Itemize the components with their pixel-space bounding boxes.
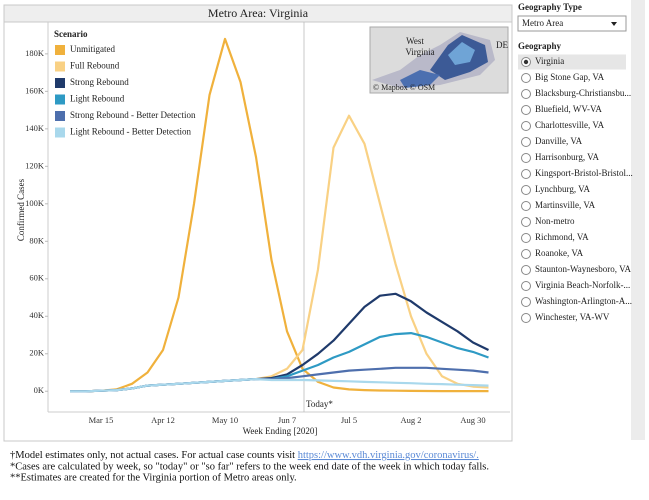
series-line [70,378,489,393]
radio-button[interactable] [521,185,531,195]
legend-label: Light Rebound - Better Detection [70,127,191,137]
radio-label[interactable]: Virginia [535,56,564,66]
radio-label[interactable]: Blacksburg-Christiansbu... [535,88,631,98]
radio-button[interactable] [521,233,531,243]
radio-label[interactable]: Washington-Arlington-A... [535,296,632,306]
legend-label: Light Rebound [70,94,125,104]
radio-button[interactable] [521,169,531,179]
radio-label[interactable]: Danville, VA [535,136,583,146]
x-tick-label: Mar 15 [89,415,114,425]
radio-label[interactable]: Staunton-Waynesboro, VA [535,264,631,274]
y-tick-label: 60K [29,273,45,283]
map-label: Virginia [405,47,434,57]
legend-label: Full Rebound [70,61,120,71]
radio-label[interactable]: Bluefield, WV-VA [535,104,602,114]
legend-label: Strong Rebound - Better Detection [70,110,196,120]
x-tick-label: Jun 7 [278,415,296,425]
radio-button[interactable] [521,217,531,227]
y-tick-label: 100K [25,198,45,208]
map-attribution: © Mapbox © OSM [373,83,435,92]
x-axis-label: Week Ending [2020] [243,426,318,436]
radio-label[interactable]: Martinsville, VA [535,200,596,210]
map-label: DE [496,40,508,50]
radio-label[interactable]: Richmond, VA [535,232,589,242]
y-tick-label: 160K [25,85,45,95]
radio-label[interactable]: Winchester, VA-WV [535,312,610,322]
chart-title: Metro Area: Virginia [208,6,309,20]
dropdown-value: Metro Area [522,18,563,28]
footnote-link[interactable]: https://www.vdh.virginia.gov/coronavirus… [298,450,479,461]
radio-label[interactable]: Roanoke, VA [535,248,584,258]
map-label: West [406,36,424,46]
radio-button[interactable] [521,105,531,115]
radio-button[interactable] [521,89,531,99]
legend-swatch [55,45,65,55]
map-inset: West Virginia DE © Mapbox © OSM [369,26,509,94]
radio-button[interactable] [521,201,531,211]
radio-button[interactable] [521,313,531,323]
dropdown[interactable] [517,15,627,32]
legend-title: Scenario [54,29,88,39]
x-tick-label: Aug 2 [400,415,421,425]
radio-button[interactable] [521,137,531,147]
radio-button[interactable] [521,281,531,291]
map-region [400,70,440,88]
y-tick-label: 120K [25,160,45,170]
radio-button[interactable] [521,73,531,83]
y-tick-label: 80K [29,235,45,245]
radio-button[interactable] [521,249,531,259]
selected-row [518,54,626,70]
y-tick-label: 0K [34,385,45,395]
legend-swatch [55,94,65,105]
filter-heading: Geography Type [518,2,582,12]
radio-button[interactable] [521,265,531,275]
radio-button[interactable] [521,121,531,131]
legend-label: Strong Rebound [70,77,129,87]
x-tick-label: Jul 5 [341,415,357,425]
radio-label[interactable]: Charlottesville, VA [535,120,605,130]
radio-label[interactable]: Harrisonburg, VA [535,152,600,162]
x-tick-label: Apr 12 [151,415,175,425]
legend-label: Unmitigated [70,44,115,54]
footnote: *Cases are calculated by week, so "today… [10,461,489,472]
footnote-text: †Model estimates only, not actual cases.… [10,450,298,461]
radio-dot [523,59,529,65]
dropdown-arrow [611,22,617,26]
radio-label[interactable]: Non-metro [535,216,575,226]
y-tick-label: 20K [29,348,45,358]
filter-heading: Geography [518,41,562,51]
legend-swatch [55,111,65,121]
scrollbar[interactable] [631,0,645,440]
radio-label[interactable]: Big Stone Gap, VA [535,72,605,82]
radio-button[interactable] [521,153,531,163]
y-tick-label: 140K [25,123,45,133]
radio-label[interactable]: Kingsport-Bristol-Bristol... [535,168,633,178]
y-tick-label: 180K [25,48,45,58]
footnote: **Estimates are created for the Virginia… [10,472,297,483]
chart-header [3,4,513,23]
today-annotation: Today* [306,399,333,409]
footnote: †Model estimates only, not actual cases.… [10,450,479,461]
radio-button[interactable] [521,297,531,307]
x-tick-label: Aug 30 [460,415,485,425]
series-line [70,37,489,393]
radio-label[interactable]: Lynchburg, VA [535,184,591,194]
radio-label[interactable]: Virginia Beach-Norfolk-... [535,280,630,290]
y-axis-label: Confirmed Cases [16,178,26,241]
map-region [448,42,475,65]
y-tick-label: 40K [29,310,45,320]
x-tick-label: May 10 [212,415,238,425]
legend-swatch [55,78,65,88]
legend-swatch [55,127,65,138]
legend-swatch [55,61,65,72]
